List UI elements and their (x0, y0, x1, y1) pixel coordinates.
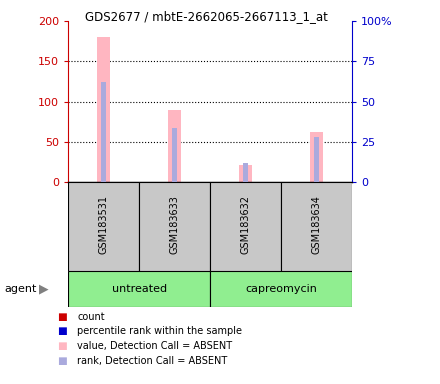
Text: capreomycin: capreomycin (245, 284, 317, 294)
Bar (172, 127, 177, 182)
Text: untreated: untreated (112, 284, 167, 294)
Text: ■: ■ (57, 312, 67, 322)
Bar (314, 137, 319, 182)
Text: GSM183531: GSM183531 (99, 195, 109, 254)
Bar (168, 110, 181, 182)
Text: ■: ■ (57, 326, 67, 336)
Text: rank, Detection Call = ABSENT: rank, Detection Call = ABSENT (77, 356, 227, 366)
Bar (139, 182, 210, 271)
Bar (310, 132, 323, 182)
Text: ■: ■ (57, 356, 67, 366)
Bar (210, 271, 352, 307)
Bar (101, 83, 106, 182)
Text: percentile rank within the sample: percentile rank within the sample (77, 326, 242, 336)
Bar (210, 182, 281, 271)
Text: value, Detection Call = ABSENT: value, Detection Call = ABSENT (77, 341, 232, 351)
Bar (97, 37, 110, 182)
Bar (281, 182, 352, 271)
Text: count: count (77, 312, 105, 322)
Text: GSM183632: GSM183632 (241, 195, 250, 254)
Bar (239, 165, 252, 182)
Text: GDS2677 / mbtE-2662065-2667113_1_at: GDS2677 / mbtE-2662065-2667113_1_at (85, 10, 328, 23)
Text: ▶: ▶ (39, 283, 49, 295)
Text: GSM183633: GSM183633 (170, 195, 180, 254)
Text: agent: agent (4, 284, 37, 294)
Text: ■: ■ (57, 341, 67, 351)
Bar (243, 163, 248, 182)
Text: GSM183634: GSM183634 (312, 195, 322, 254)
Bar (68, 182, 139, 271)
Bar (68, 271, 210, 307)
